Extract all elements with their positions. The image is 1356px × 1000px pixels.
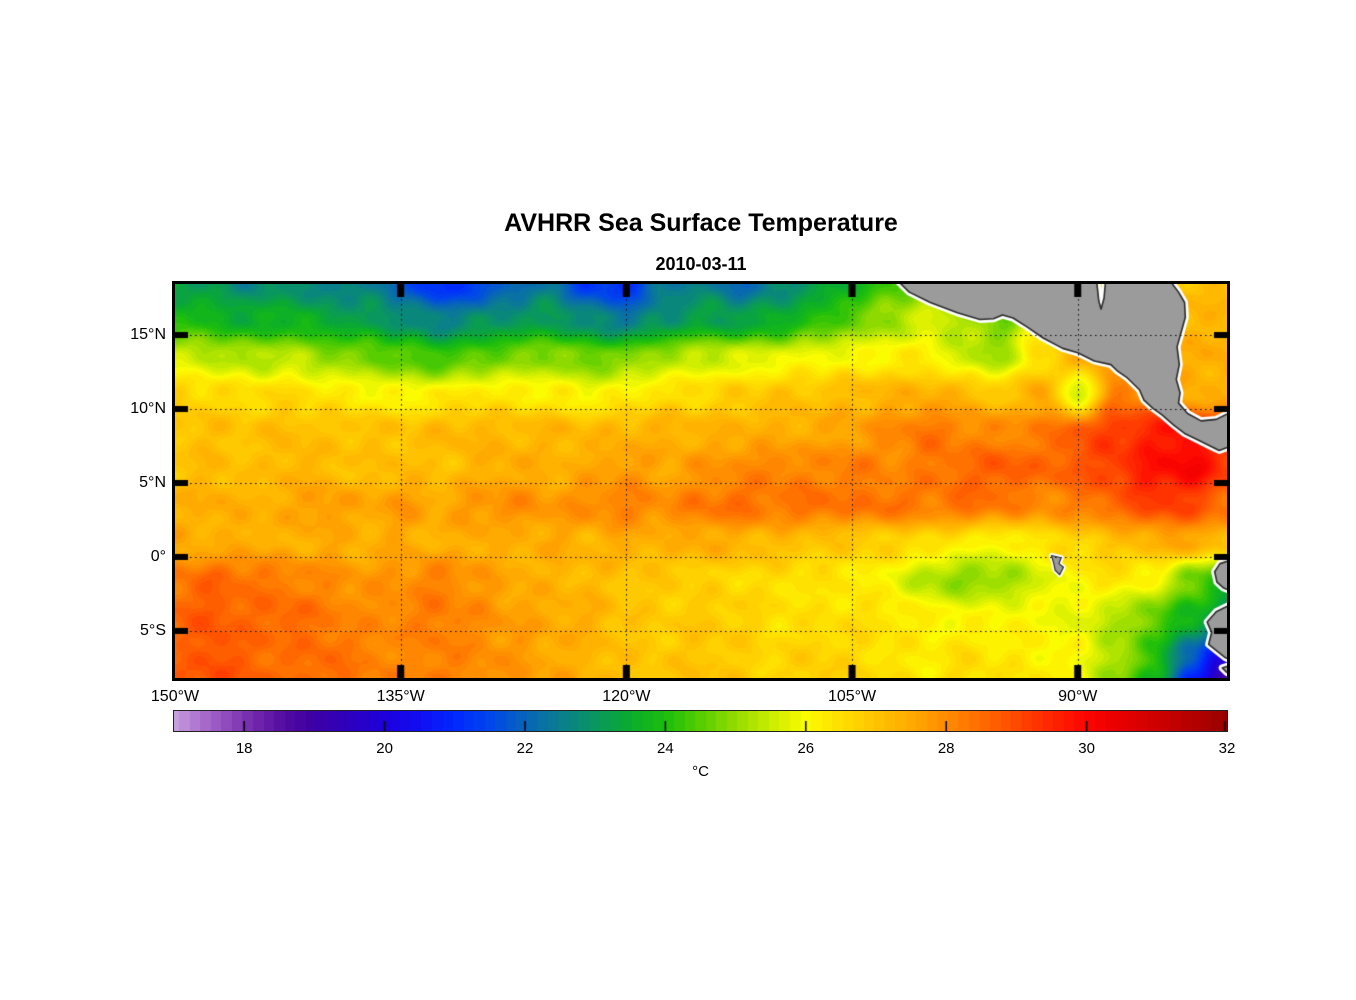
chart-title: AVHRR Sea Surface Temperature (504, 209, 898, 237)
lat-tick-label: 15°N (130, 326, 166, 344)
lon-tick-label: 120°W (602, 688, 651, 705)
colorbar-tick-label: 32 (1218, 740, 1236, 757)
colorbar-tick-label: 30 (1078, 740, 1095, 757)
lat-tick-label: 10°N (130, 400, 166, 418)
colorbar-tick-label: 22 (516, 740, 534, 757)
colorbar-tick-label: 20 (376, 740, 393, 757)
lon-tick-label: 150°W (150, 688, 200, 705)
lat-tick-label: 5°N (139, 473, 166, 491)
colorbar-tick-label: 18 (235, 740, 253, 757)
lon-tick-label: 90°W (1058, 688, 1098, 705)
colorbar-tick-label: 24 (657, 740, 674, 757)
lon-tick-label: 135°W (376, 688, 425, 705)
lon-tick-label: 105°W (827, 688, 877, 705)
lat-tick-label: 0° (150, 547, 166, 565)
colorbar-canvas (174, 711, 1227, 731)
chart-subtitle: 2010-03-11 (655, 254, 747, 274)
sst-map-canvas (175, 284, 1227, 678)
colorbar-tick-label: 28 (937, 740, 955, 757)
colorbar-tick-label: 26 (797, 740, 815, 757)
map-plot-frame (172, 281, 1230, 681)
colorbar-units-label: °C (692, 763, 709, 780)
lat-tick-label: 5°S (140, 621, 166, 639)
colorbar-frame (173, 710, 1228, 732)
